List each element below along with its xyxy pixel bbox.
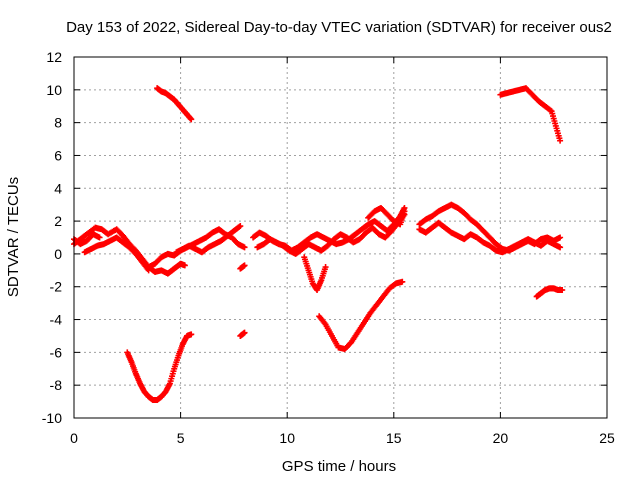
- series-arc-8: [301, 254, 329, 294]
- data-point: [557, 244, 564, 251]
- y-axis-label: SDTVAR / TECUs: [5, 177, 22, 297]
- data-point: [241, 329, 248, 336]
- x-tick-label: 10: [279, 430, 295, 446]
- x-axis-label: GPS time / hours: [282, 458, 396, 475]
- series-arc-17: [497, 85, 564, 144]
- series-arc-11: [416, 219, 564, 256]
- data-point: [547, 107, 554, 114]
- series-arc-7: [254, 211, 408, 257]
- series-arc-16: [316, 278, 406, 353]
- data-point: [241, 262, 248, 269]
- data-point: [96, 234, 103, 241]
- y-tick-label: 8: [54, 115, 62, 131]
- y-tick-label: 4: [54, 180, 62, 196]
- y-tick-label: -2: [50, 279, 63, 295]
- data-point: [557, 137, 564, 144]
- series-arc-12: [124, 331, 195, 403]
- series-arc-15: [237, 329, 248, 339]
- series-arc-3: [71, 231, 103, 248]
- series-arc-9: [365, 204, 408, 228]
- data-point: [237, 223, 244, 230]
- series-arc-2: [81, 234, 152, 274]
- series-arc-13: [154, 85, 195, 123]
- y-tick-label: -6: [50, 344, 63, 360]
- plot-frame: [73, 56, 608, 419]
- series-arc-5: [173, 223, 244, 256]
- x-tick-label: 20: [493, 430, 509, 446]
- y-tick-label: 2: [54, 213, 62, 229]
- data-point: [322, 264, 329, 271]
- data-point: [401, 208, 408, 215]
- data-point: [188, 116, 195, 123]
- series-arc-18: [533, 285, 566, 300]
- x-tick-label: 0: [70, 430, 78, 446]
- y-tick-label: 12: [46, 49, 62, 65]
- data-point: [559, 287, 566, 294]
- y-tick-label: 6: [54, 147, 62, 163]
- data-point: [399, 278, 406, 285]
- x-tick-label: 25: [599, 430, 615, 446]
- y-tick-label: -4: [50, 312, 63, 328]
- data-point: [241, 244, 248, 251]
- grid-lines: [74, 57, 607, 418]
- x-tick-label: 15: [386, 430, 402, 446]
- series-arc-14: [237, 262, 248, 272]
- y-tick-label: 0: [54, 246, 62, 262]
- data-point: [188, 331, 195, 338]
- y-tick-label: 10: [46, 82, 62, 98]
- data-point: [181, 262, 188, 269]
- axis-ticks: 0 5 10 15 20 25 -10 -8 -6 -4 -2 0 2 4 6 8 10 12: [42, 49, 615, 446]
- x-tick-label: 5: [177, 430, 185, 446]
- data-point: [557, 234, 564, 241]
- data-points: [71, 85, 566, 403]
- y-tick-label: -8: [50, 377, 63, 393]
- y-tick-label: -10: [42, 410, 62, 426]
- data-point: [236, 223, 243, 230]
- chart-title: Day 153 of 2022, Sidereal Day-to-day VTE…: [66, 19, 612, 36]
